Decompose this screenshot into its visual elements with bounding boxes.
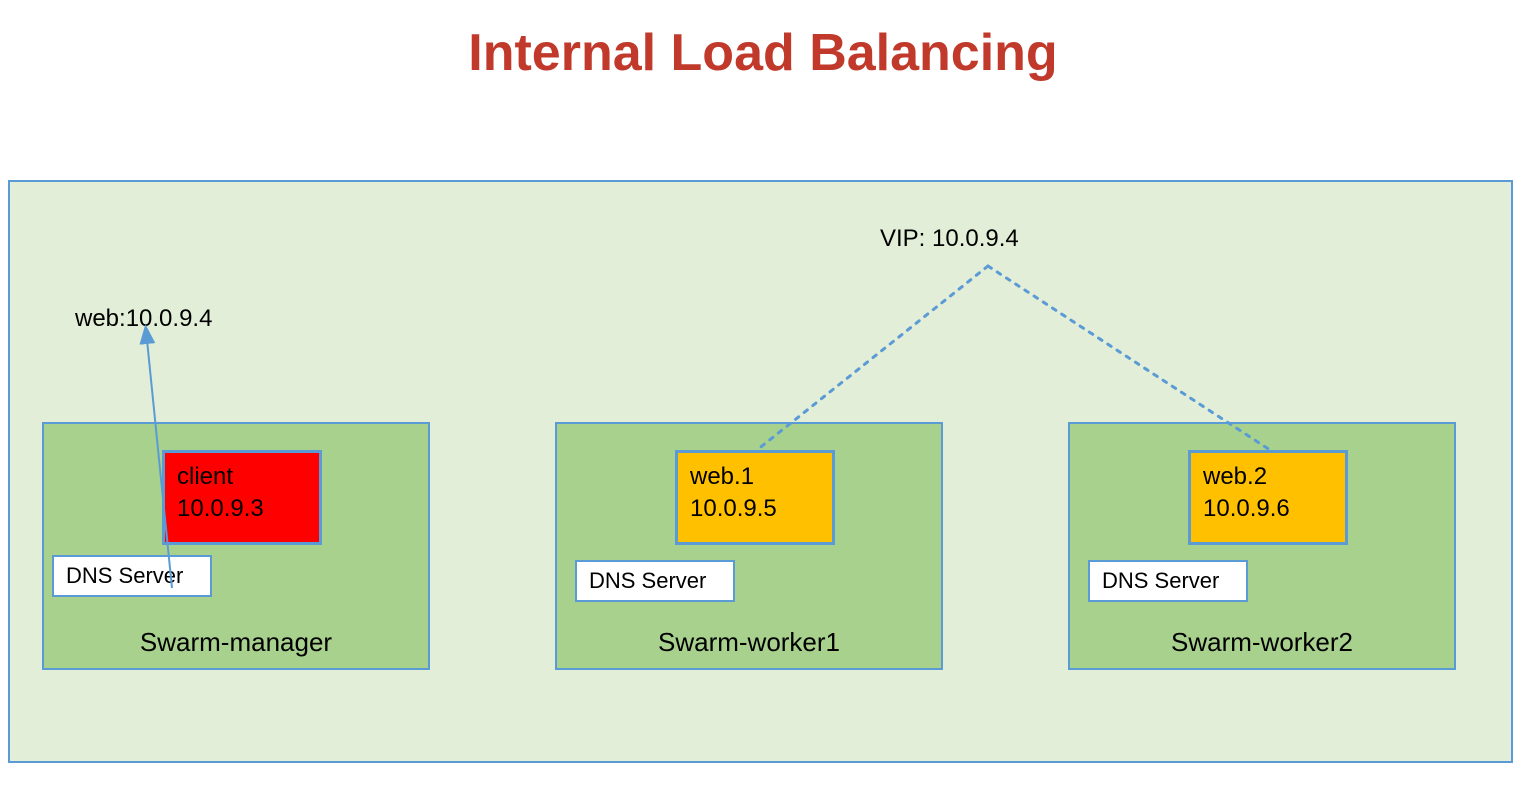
client-ip: 10.0.9.3: [177, 493, 307, 525]
node-label-swarm-manager: Swarm-manager: [44, 627, 428, 658]
node-label-swarm-worker2: Swarm-worker2: [1070, 627, 1454, 658]
web2-name: web.2: [1203, 461, 1333, 493]
web2-box: web.2 10.0.9.6: [1188, 450, 1348, 545]
client-name: client: [177, 461, 307, 493]
web1-name: web.1: [690, 461, 820, 493]
page-title: Internal Load Balancing: [0, 0, 1526, 82]
web-dns-label: web:10.0.9.4: [75, 305, 212, 333]
web2-ip: 10.0.9.6: [1203, 493, 1333, 525]
node-label-swarm-worker1: Swarm-worker1: [557, 627, 941, 658]
client-box: client 10.0.9.3: [162, 450, 322, 545]
vip-label: VIP: 10.0.9.4: [880, 225, 1019, 253]
dns-server-worker2: DNS Server: [1088, 560, 1248, 602]
web1-box: web.1 10.0.9.5: [675, 450, 835, 545]
dns-server-manager: DNS Server: [52, 555, 212, 597]
dns-server-worker1: DNS Server: [575, 560, 735, 602]
web1-ip: 10.0.9.5: [690, 493, 820, 525]
